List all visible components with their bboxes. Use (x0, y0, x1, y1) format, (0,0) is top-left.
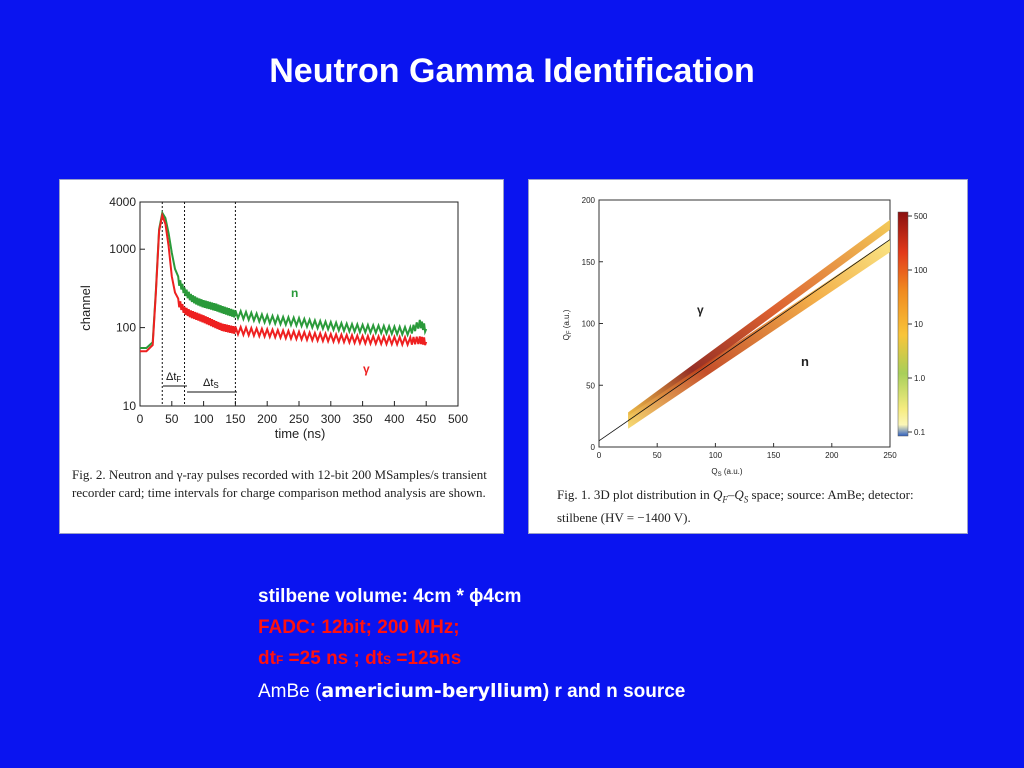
gamma-pulse-line (140, 211, 428, 353)
y-tick-label: 100 (582, 320, 596, 329)
figure-left-caption: Fig. 2. Neutron and γ-ray pulses recorde… (72, 467, 487, 500)
y-tick-label: 100 (116, 321, 136, 335)
figure-qf-qs-distribution: 0 50 100 150 200 250 0 50 100 150 200 γ n QS (a.u… (528, 179, 968, 534)
colorbar-tick-label: 10 (914, 320, 923, 329)
colorbar-tick-label: 1.0 (914, 374, 926, 383)
x-tick-label: 250 (289, 412, 309, 426)
x-tick-label: 0 (137, 412, 144, 426)
heatmap-gamma-label: γ (697, 303, 704, 317)
svg-text:ΔtS: ΔtS (203, 377, 219, 390)
x-tick-label: 150 (225, 412, 245, 426)
info-line-dt: dtF =25 ns ; dtS =125ns (258, 648, 462, 669)
y-tick-label: 200 (582, 196, 596, 205)
colorbar-tick-label: 500 (914, 212, 928, 221)
dtS-annotation: ΔtS (187, 377, 237, 393)
x-tick-label: 500 (448, 412, 468, 426)
x-tick-label: 0 (597, 451, 602, 460)
experiment-info: stilbene volume: 4cm * ϕ4cm FADC: 12bit;… (258, 581, 685, 707)
x-tick-label: 350 (353, 412, 373, 426)
y-tick-label: 0 (591, 443, 596, 452)
x-tick-label: 300 (321, 412, 341, 426)
y-tick-label: 150 (582, 258, 596, 267)
y-tick-label: 10 (123, 399, 137, 413)
x-tick-label: 200 (257, 412, 277, 426)
gamma-label: γ (363, 362, 370, 376)
x-tick-label: 250 (883, 451, 897, 460)
svg-text:ΔtF: ΔtF (166, 371, 181, 384)
figure-pulse-shapes: 10 100 1000 4000 0 50 100 150 200 250 300 350 400 45… (59, 179, 504, 534)
y-tick-label: 4000 (109, 195, 136, 209)
slide-title: Neutron Gamma Identification (269, 52, 755, 90)
info-line-fadc: FADC: 12bit; 200 MHz; (258, 617, 460, 638)
pulse-chart-frame (139, 201, 459, 407)
x-tick-label: 50 (653, 451, 662, 460)
neutron-band (628, 239, 890, 429)
pulse-chart-ylabel: channel (78, 285, 93, 331)
figure-right-caption: Fig. 1. 3D plot distribution in QF–QS sp… (557, 487, 914, 525)
dtF-annotation: ΔtF (163, 371, 187, 387)
qf-qs-chart-ylabel: QF (a.u.) (562, 309, 573, 340)
info-line-source: AmBe (americium-beryllium) r and n sourc… (258, 680, 686, 702)
x-tick-label: 400 (384, 412, 404, 426)
colorbar-tick-label: 0.1 (914, 428, 926, 437)
qf-qs-chart: 0 50 100 150 200 250 0 50 100 150 200 γ n QS (a.u… (562, 196, 928, 478)
qf-qs-chart-xlabel: QS (a.u.) (711, 467, 742, 478)
info-line-volume: stilbene volume: 4cm * ϕ4cm (258, 586, 522, 607)
y-tick-label: 1000 (109, 242, 136, 256)
x-tick-label: 100 (194, 412, 214, 426)
y-tick-label: 50 (586, 381, 595, 390)
separation-line (598, 239, 891, 442)
x-tick-label: 100 (709, 451, 723, 460)
x-tick-label: 50 (165, 412, 179, 426)
pulse-chart-xlabel: time (ns) (275, 426, 326, 441)
x-tick-label: 150 (767, 451, 781, 460)
neutron-pulse-line (140, 210, 428, 349)
x-tick-label: 200 (825, 451, 839, 460)
colorbar-tick-label: 100 (914, 266, 928, 275)
pulse-chart: 10 100 1000 4000 0 50 100 150 200 250 300 350 400 45… (78, 195, 468, 441)
heatmap-neutron-label: n (801, 354, 809, 369)
colorbar (897, 211, 909, 437)
neutron-label: n (291, 286, 298, 300)
x-tick-label: 450 (416, 412, 436, 426)
